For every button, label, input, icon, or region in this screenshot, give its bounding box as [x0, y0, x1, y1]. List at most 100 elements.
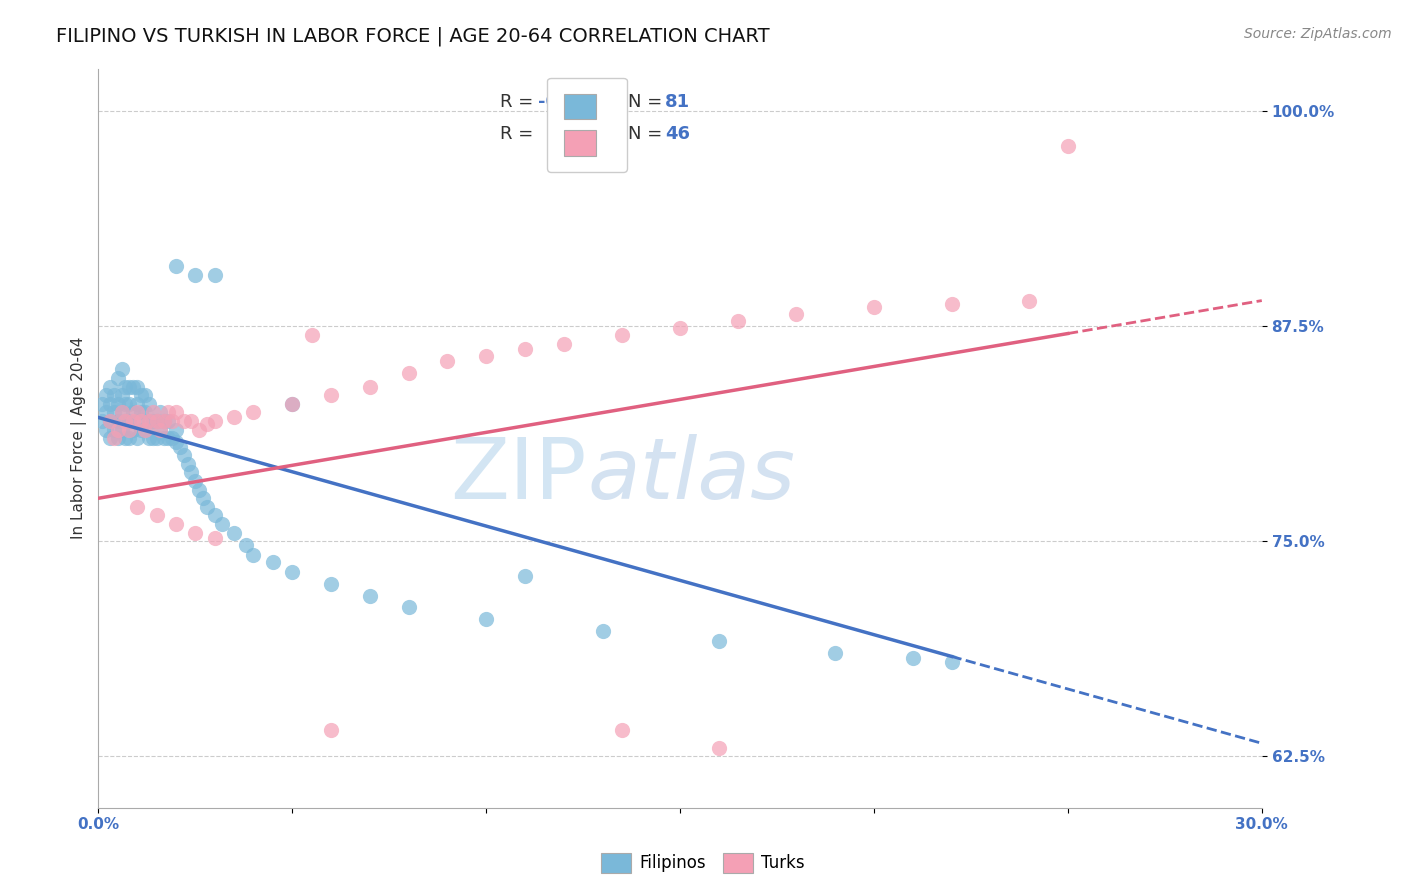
Point	[111, 388, 134, 402]
Text: N =: N =	[627, 125, 668, 143]
Point	[157, 405, 180, 419]
Point	[188, 483, 211, 497]
Point	[103, 431, 125, 445]
Point	[176, 457, 198, 471]
Text: 0.241: 0.241	[538, 125, 607, 143]
Point	[153, 414, 176, 428]
Point	[173, 414, 195, 428]
Point	[204, 508, 226, 523]
Point	[475, 349, 498, 363]
Point	[127, 500, 149, 514]
Point	[169, 440, 191, 454]
Point	[138, 397, 160, 411]
Point	[129, 423, 152, 437]
Point	[180, 466, 202, 480]
Point	[118, 379, 141, 393]
Point	[157, 431, 180, 445]
Point	[91, 397, 114, 411]
Point	[824, 646, 846, 660]
Point	[122, 379, 145, 393]
Point	[114, 414, 136, 428]
Point	[145, 414, 167, 428]
Point	[107, 423, 129, 437]
Point	[191, 491, 214, 506]
Point	[359, 379, 381, 393]
Point	[142, 414, 165, 428]
Point	[111, 405, 134, 419]
Legend: , : ,	[547, 78, 627, 172]
Point	[134, 423, 156, 437]
Point	[114, 379, 136, 393]
Point	[118, 423, 141, 437]
Point	[281, 565, 304, 579]
Point	[436, 353, 458, 368]
Point	[114, 414, 136, 428]
Point	[1057, 139, 1080, 153]
Point	[941, 297, 963, 311]
Point	[127, 379, 149, 393]
Point	[1018, 293, 1040, 308]
Point	[98, 397, 121, 411]
Point	[513, 568, 536, 582]
Point	[94, 388, 117, 402]
Point	[138, 414, 160, 428]
Point	[107, 371, 129, 385]
Point	[553, 336, 575, 351]
Text: 81: 81	[665, 93, 690, 111]
Point	[301, 328, 323, 343]
Point	[610, 328, 633, 343]
Point	[134, 388, 156, 402]
Point	[281, 397, 304, 411]
Point	[122, 405, 145, 419]
Point	[157, 414, 180, 428]
Point	[184, 268, 207, 282]
Point	[863, 301, 886, 315]
Point	[669, 321, 692, 335]
Point	[319, 723, 342, 738]
Point	[118, 431, 141, 445]
Point	[153, 431, 176, 445]
Point	[707, 634, 730, 648]
Point	[235, 538, 257, 552]
Point	[118, 414, 141, 428]
Point	[142, 405, 165, 419]
Point	[153, 414, 176, 428]
Point	[94, 405, 117, 419]
Point	[129, 405, 152, 419]
Point	[149, 405, 172, 419]
Point	[180, 414, 202, 428]
Point	[127, 431, 149, 445]
Point	[359, 589, 381, 603]
Point	[165, 434, 187, 449]
Text: R =: R =	[499, 125, 538, 143]
Point	[134, 423, 156, 437]
Point	[127, 405, 149, 419]
Point	[129, 388, 152, 402]
Legend: Filipinos, Turks: Filipinos, Turks	[595, 847, 811, 880]
Point	[149, 423, 172, 437]
Point	[114, 397, 136, 411]
Point	[127, 397, 149, 411]
Point	[281, 397, 304, 411]
Point	[160, 431, 183, 445]
Point	[242, 405, 264, 419]
Point	[138, 431, 160, 445]
Point	[111, 423, 134, 437]
Point	[707, 740, 730, 755]
Point	[592, 624, 614, 638]
Point	[138, 414, 160, 428]
Point	[398, 366, 420, 380]
Point	[91, 414, 114, 428]
Point	[184, 474, 207, 488]
Point	[165, 259, 187, 273]
Point	[107, 431, 129, 445]
Text: FILIPINO VS TURKISH IN LABOR FORCE | AGE 20-64 CORRELATION CHART: FILIPINO VS TURKISH IN LABOR FORCE | AGE…	[56, 27, 770, 46]
Text: R =: R =	[499, 93, 538, 111]
Point	[107, 414, 129, 428]
Point	[103, 405, 125, 419]
Point	[122, 414, 145, 428]
Point	[195, 500, 218, 514]
Point	[475, 611, 498, 625]
Point	[398, 599, 420, 614]
Point	[118, 397, 141, 411]
